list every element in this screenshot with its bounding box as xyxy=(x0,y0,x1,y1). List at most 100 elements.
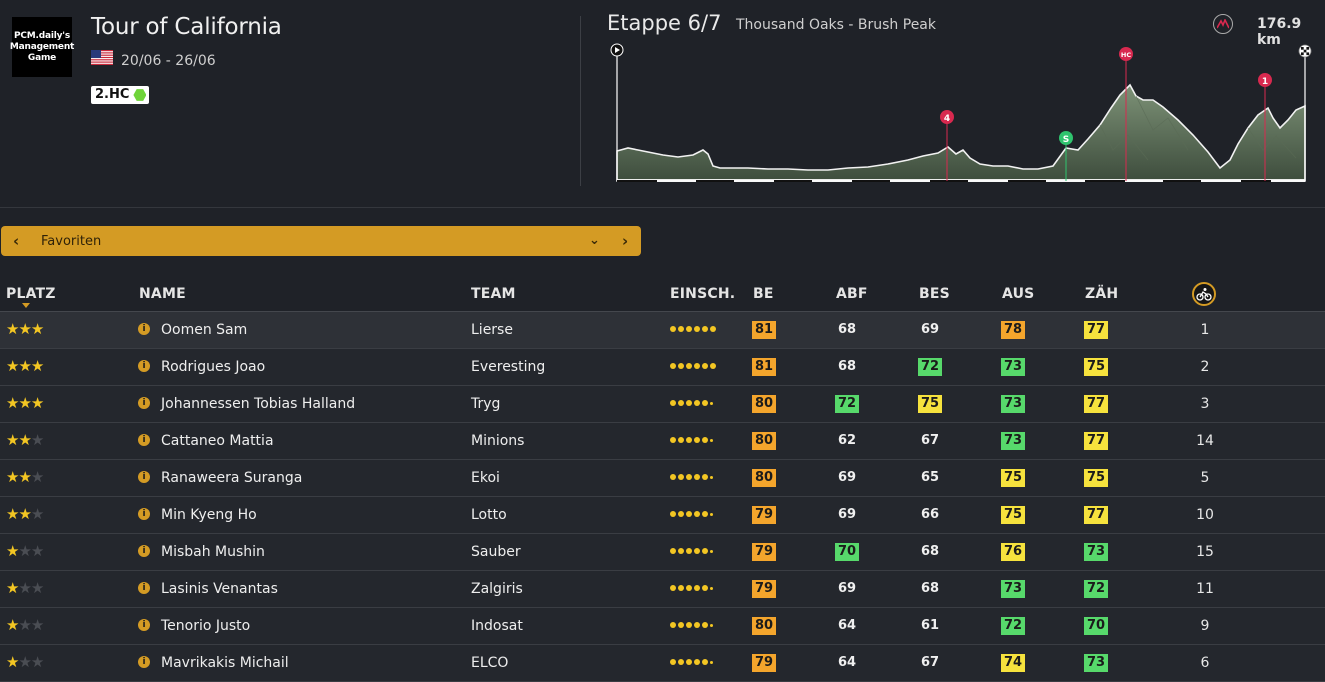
column-header-platz[interactable]: PLATZ xyxy=(6,286,56,302)
table-row[interactable]: ★★★ i Ranaweera Suranga Ekoi 80 69 65 75 75 5 xyxy=(0,460,1325,497)
team-name[interactable]: Everesting xyxy=(471,359,546,375)
climb-marker-4[interactable]: 4 xyxy=(940,110,954,124)
star-icon: ★ xyxy=(18,469,31,486)
team-name[interactable]: ELCO xyxy=(471,655,509,671)
svg-text:S: S xyxy=(1063,135,1069,145)
rider-name[interactable]: Ranaweera Suranga xyxy=(161,470,303,486)
rider-rank: 14 xyxy=(1196,433,1214,449)
rating-dot xyxy=(710,476,713,479)
rating-dot xyxy=(694,622,700,628)
column-header-name[interactable]: NAME xyxy=(139,286,186,302)
stat-abf: 68 xyxy=(837,322,857,337)
rider-name[interactable]: Johannessen Tobias Halland xyxy=(161,396,356,412)
team-name[interactable]: Ekoi xyxy=(471,470,500,486)
einsch-rating xyxy=(670,363,716,369)
team-name[interactable]: Sauber xyxy=(471,544,521,560)
table-row[interactable]: ★★★ i Johannessen Tobias Halland Tryg 80 72 75… xyxy=(0,386,1325,423)
team-name[interactable]: Tryg xyxy=(471,396,501,412)
rating-dot xyxy=(686,659,692,665)
rating-dot xyxy=(678,548,684,554)
info-icon[interactable]: i xyxy=(138,508,150,520)
rating-dot xyxy=(710,624,713,627)
rider-name[interactable]: Lasinis Venantas xyxy=(161,581,278,597)
rider-rank: 6 xyxy=(1200,655,1210,671)
info-icon[interactable]: i xyxy=(138,656,150,668)
star-icon: ★ xyxy=(18,543,31,560)
table-row[interactable]: ★★★ i Rodrigues Joao Everesting 81 68 72 73 75 2 xyxy=(0,349,1325,386)
rider-rank: 10 xyxy=(1196,507,1214,523)
info-icon[interactable]: i xyxy=(138,582,150,594)
table-row[interactable]: ★★★ i Lasinis Venantas Zalgiris 79 69 68 73 72 11 xyxy=(0,571,1325,608)
table-row[interactable]: ★★★ i Misbah Mushin Sauber 79 70 68 76 73 15 xyxy=(0,534,1325,571)
column-header-team[interactable]: TEAM xyxy=(471,286,516,302)
rating-dot xyxy=(686,437,692,443)
info-icon[interactable]: i xyxy=(138,323,150,335)
us-flag-icon xyxy=(91,50,113,65)
team-name[interactable]: Zalgiris xyxy=(471,581,523,597)
filter-selector[interactable]: ‹ Favoriten ⌄ › xyxy=(1,226,641,256)
rider-name[interactable]: Min Kyeng Ho xyxy=(161,507,257,523)
table-row[interactable]: ★★★ i Min Kyeng Ho Lotto 79 69 66 75 77 10 xyxy=(0,497,1325,534)
star-icon: ★ xyxy=(6,580,19,597)
rider-name[interactable]: Misbah Mushin xyxy=(161,544,265,560)
climb-marker-hc[interactable]: HC xyxy=(1119,47,1133,61)
chevron-left-icon[interactable]: ‹ xyxy=(13,232,20,250)
table-row[interactable]: ★★★ i Cattaneo Mattia Minions 80 62 67 73 77 14 xyxy=(0,423,1325,460)
team-name[interactable]: Indosat xyxy=(471,618,523,634)
logo-line: Game xyxy=(27,52,57,63)
rating-dot xyxy=(678,400,684,406)
rating-dot xyxy=(670,659,676,665)
stat-be: 80 xyxy=(752,469,776,487)
table-row[interactable]: ★★★ i Tenorio Justo Indosat 80 64 61 72 70 9 xyxy=(0,608,1325,645)
star-icon: ★ xyxy=(30,654,44,671)
stage-distance: 176.9 km xyxy=(1257,16,1302,48)
climb-marker-1[interactable]: 1 xyxy=(1258,73,1272,87)
team-name[interactable]: Minions xyxy=(471,433,525,449)
info-icon[interactable]: i xyxy=(138,397,150,409)
stat-aus: 75 xyxy=(1001,506,1025,524)
info-icon[interactable]: i xyxy=(138,360,150,372)
rating-dot xyxy=(702,326,708,332)
table-row[interactable]: ★★★ i Mavrikakis Michail ELCO 79 64 67 74 73 6 xyxy=(0,645,1325,682)
column-header-aus[interactable]: AUS xyxy=(1002,286,1035,302)
rating-dot xyxy=(686,363,692,369)
info-icon[interactable]: i xyxy=(138,545,150,557)
column-header-bes[interactable]: BES xyxy=(919,286,950,302)
mountain-profile-icon[interactable] xyxy=(1213,14,1233,34)
rating-dot xyxy=(702,400,708,406)
team-name[interactable]: Lierse xyxy=(471,322,513,338)
rider-name[interactable]: Cattaneo Mattia xyxy=(161,433,274,449)
star-icon: ★ xyxy=(30,469,44,486)
rating-dot xyxy=(686,474,692,480)
svg-text:1: 1 xyxy=(1262,77,1268,87)
column-header-be[interactable]: BE xyxy=(753,286,774,302)
table-row[interactable]: ★★★ i Oomen Sam Lierse 81 68 69 78 77 1 xyxy=(0,311,1325,349)
rider-rank: 9 xyxy=(1200,618,1210,634)
favorite-rating: ★★★ xyxy=(6,617,44,634)
column-header-abf[interactable]: ABF xyxy=(836,286,868,302)
info-icon[interactable]: i xyxy=(138,471,150,483)
info-icon[interactable]: i xyxy=(138,434,150,446)
einsch-rating xyxy=(670,585,713,591)
rider-name[interactable]: Rodrigues Joao xyxy=(161,359,266,375)
rating-dot xyxy=(710,402,713,405)
column-header-einsch[interactable]: EINSCH. xyxy=(670,286,736,302)
rating-dot xyxy=(702,548,708,554)
star-icon: ★ xyxy=(30,580,44,597)
rating-dot xyxy=(710,363,716,369)
star-icon: ★ xyxy=(30,617,44,634)
chevron-down-icon[interactable]: ⌄ xyxy=(589,233,600,248)
star-icon: ★ xyxy=(6,432,19,449)
stat-bes: 67 xyxy=(920,433,940,448)
star-icon: ★ xyxy=(18,580,31,597)
team-name[interactable]: Lotto xyxy=(471,507,507,523)
rider-name[interactable]: Oomen Sam xyxy=(161,322,248,338)
rating-dot xyxy=(694,437,700,443)
cyclist-icon[interactable] xyxy=(1192,282,1216,306)
sprint-marker[interactable]: S xyxy=(1059,131,1073,145)
chevron-right-icon[interactable]: › xyxy=(622,232,629,250)
rider-name[interactable]: Mavrikakis Michail xyxy=(161,655,289,671)
rider-name[interactable]: Tenorio Justo xyxy=(161,618,251,634)
column-header-zah[interactable]: ZÄH xyxy=(1085,286,1119,302)
info-icon[interactable]: i xyxy=(138,619,150,631)
